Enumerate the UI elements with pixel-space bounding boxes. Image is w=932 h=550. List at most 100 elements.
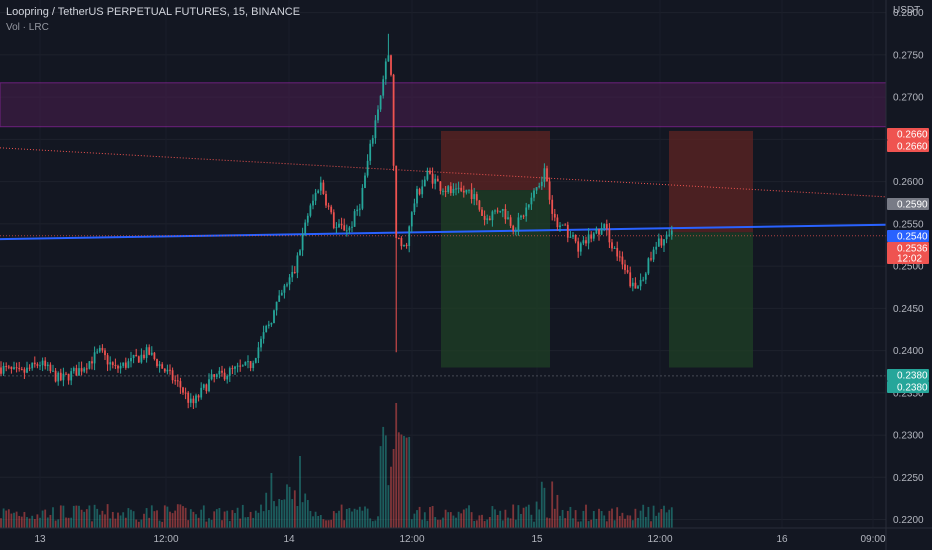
- candle-body: [0, 367, 2, 374]
- price-tag-label: 0.2660: [897, 130, 928, 141]
- candle-body: [304, 222, 307, 234]
- candle-body: [182, 387, 184, 393]
- candle-body: [626, 270, 629, 273]
- candle-body: [436, 178, 439, 182]
- candle-body: [657, 238, 660, 247]
- candle-body: [527, 204, 530, 208]
- volume-bar: [569, 506, 572, 528]
- candle-body: [592, 233, 595, 239]
- volume-bar: [449, 512, 452, 528]
- volume-bar: [109, 518, 112, 528]
- volume-bar: [345, 508, 348, 528]
- volume-bar: [457, 511, 460, 528]
- candle-body: [306, 215, 309, 223]
- candle-body: [371, 138, 374, 144]
- candle-body: [270, 322, 273, 325]
- price-tag: [887, 252, 929, 264]
- volume-bar: [486, 519, 489, 528]
- volume-bar: [501, 520, 504, 528]
- candle-body: [616, 247, 619, 257]
- volume-bar: [101, 510, 104, 528]
- volume-bar: [210, 519, 213, 528]
- volume-bar: [26, 517, 28, 528]
- candle-body: [200, 387, 203, 398]
- volume-bar: [668, 509, 671, 528]
- candle-body: [543, 168, 546, 182]
- candle-body: [652, 249, 655, 260]
- volume-bar: [96, 508, 99, 528]
- candle-body: [156, 359, 158, 366]
- candle-body: [582, 240, 585, 244]
- volume-bar: [122, 512, 125, 528]
- candle-body: [145, 347, 148, 359]
- candle-body: [418, 188, 421, 195]
- volume-bar: [176, 504, 179, 528]
- candle-body: [577, 241, 580, 252]
- candle-body: [18, 368, 21, 370]
- volume-bar: [507, 517, 509, 528]
- candle-body: [223, 372, 226, 380]
- candle-body: [215, 374, 218, 377]
- volume-bar: [465, 508, 468, 528]
- volume-bar: [195, 514, 197, 528]
- volume-bar: [119, 515, 122, 528]
- candle-body: [621, 256, 624, 265]
- volume-bar: [236, 507, 239, 528]
- candle-body: [83, 368, 86, 372]
- candle-body: [127, 361, 130, 368]
- x-tick-label: 16: [776, 534, 788, 545]
- candle-body: [395, 165, 398, 238]
- candle-body: [600, 228, 603, 235]
- candle-body: [486, 218, 489, 220]
- candle-body: [429, 170, 431, 174]
- candle-body: [236, 365, 239, 367]
- volume-bar: [496, 514, 499, 528]
- candle-body: [522, 215, 525, 217]
- volume-bar: [49, 514, 52, 528]
- volume-bar: [184, 507, 187, 528]
- volume-bar: [23, 511, 26, 528]
- candle-body: [98, 347, 101, 352]
- volume-bar: [421, 519, 424, 528]
- volume-bar: [280, 500, 283, 528]
- volume-bar: [75, 505, 78, 528]
- candle-body: [364, 175, 366, 188]
- volume-bar: [611, 508, 613, 528]
- volume-bar: [605, 521, 608, 528]
- candle-body: [637, 286, 639, 289]
- price-axis[interactable]: 0.28000.27500.27000.26500.26000.25500.25…: [885, 0, 924, 550]
- candle-body: [322, 182, 325, 194]
- candle-body: [202, 384, 205, 388]
- candle-body: [291, 271, 294, 278]
- volume-bar: [556, 494, 559, 528]
- candle-body: [46, 364, 49, 367]
- candle-body: [286, 284, 288, 286]
- candle-body: [257, 347, 260, 359]
- volume-bar: [626, 515, 629, 528]
- candle-body: [226, 375, 229, 380]
- candle-body: [468, 189, 470, 191]
- candle-body: [119, 365, 122, 369]
- candle-body: [44, 360, 47, 367]
- volume-bar: [616, 507, 619, 528]
- candle-body: [598, 228, 600, 235]
- candle-body: [390, 55, 392, 75]
- stop-loss-zone: [669, 130, 753, 233]
- stop-loss-zone: [441, 130, 550, 191]
- volume-bar: [267, 510, 270, 528]
- volume-bar: [158, 520, 161, 528]
- volume-bar: [377, 516, 379, 528]
- volume-bar: [312, 516, 314, 528]
- volume-bar: [353, 508, 356, 528]
- volume-bar: [215, 509, 218, 528]
- candle-body: [330, 206, 333, 213]
- candle-body: [273, 310, 275, 323]
- candle-body: [483, 215, 486, 220]
- volume-bar: [262, 511, 265, 528]
- time-axis[interactable]: 13 12:00 14 12:00 15 12:00 16 09:00: [0, 527, 932, 545]
- volume-bar: [145, 508, 148, 528]
- volume-bar: [156, 510, 158, 528]
- candle-body: [267, 324, 270, 326]
- candle-body: [62, 373, 65, 381]
